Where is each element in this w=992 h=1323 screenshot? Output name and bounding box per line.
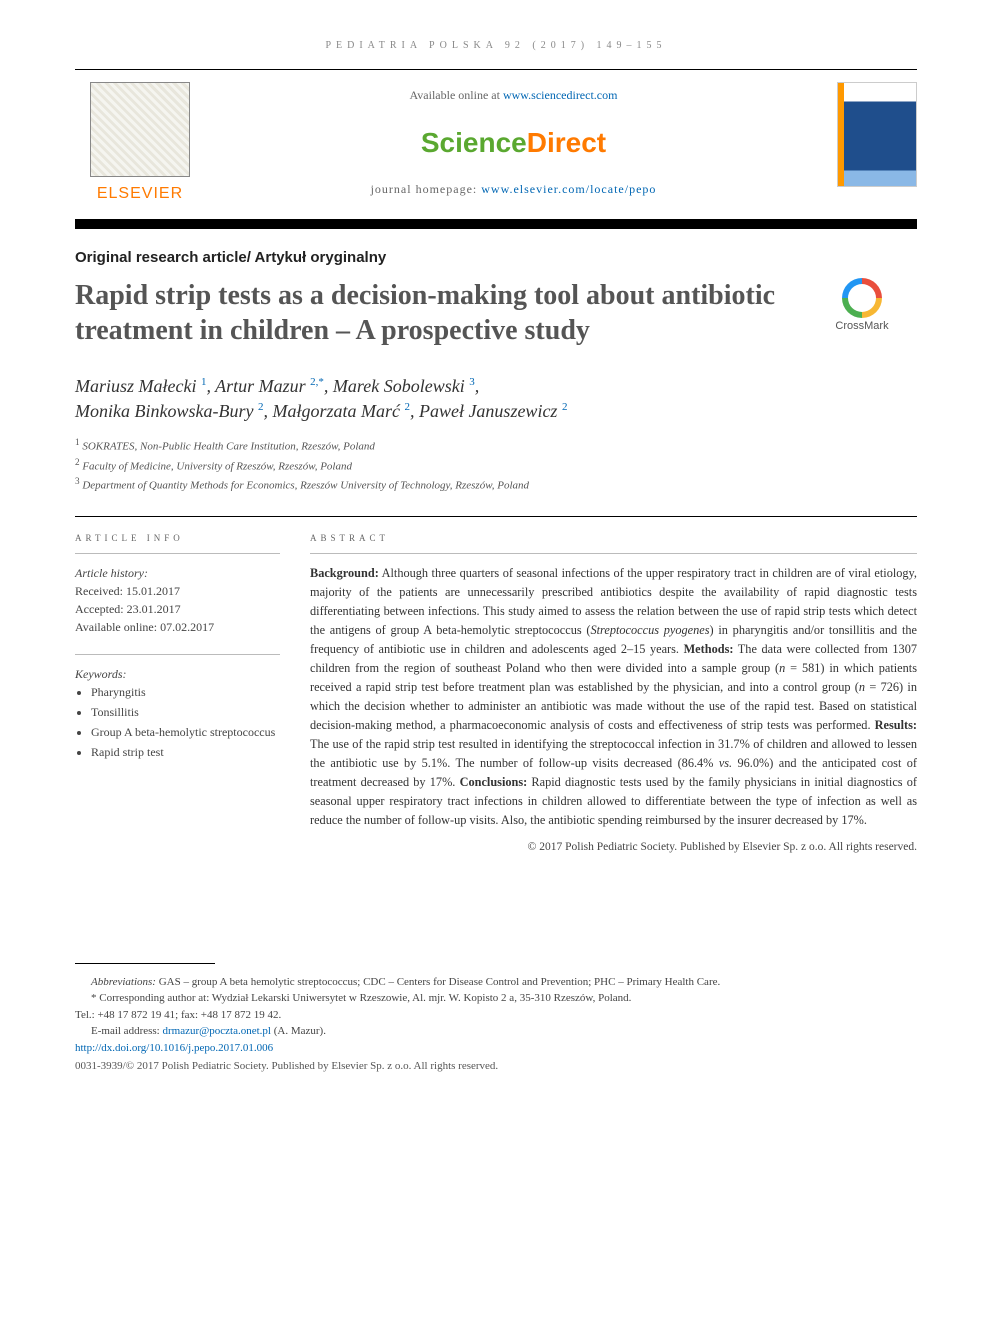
sciencedirect-logo[interactable]: ScienceDirect xyxy=(421,127,606,159)
keywords-label: Keywords: xyxy=(75,665,280,683)
email-label: E-mail address: xyxy=(91,1025,162,1037)
journal-cover-block xyxy=(822,82,917,203)
keywords-block: Keywords: Pharyngitis Tonsillitis Group A … xyxy=(75,654,280,777)
email-link[interactable]: drmazur@poczta.onet.pl xyxy=(162,1025,270,1037)
article-title: Rapid strip tests as a decision-making t… xyxy=(75,278,783,348)
abstract-copyright: © 2017 Polish Pediatric Society. Publish… xyxy=(310,841,917,853)
keywords-list: Pharyngitis Tonsillitis Group A beta-hemol… xyxy=(75,683,280,761)
sciencedirect-link[interactable]: www.sciencedirect.com xyxy=(503,88,618,102)
abbreviations-line: Abbreviations: GAS – group A beta hemoly… xyxy=(75,974,917,991)
history-label: Article history: xyxy=(75,564,280,582)
masthead: ELSEVIER Available online at www.science… xyxy=(75,72,917,229)
abstract-heading: ABSTRACT xyxy=(310,533,917,543)
footnotes: Abbreviations: GAS – group A beta hemoly… xyxy=(75,974,917,1075)
keyword-item: Tonsillitis xyxy=(91,703,280,721)
abstract-column: ABSTRACT Background: Although three quar… xyxy=(310,533,917,853)
keyword-item: Pharyngitis xyxy=(91,683,280,701)
article-type: Original research article/ Artykuł orygi… xyxy=(75,249,917,266)
available-online-line: Available online at www.sciencedirect.co… xyxy=(410,88,618,103)
available-prefix: Available online at xyxy=(410,88,503,102)
sd-logo-right: Direct xyxy=(527,127,606,158)
affiliation-line: 1 SOKRATES, Non-Public Health Care Insti… xyxy=(75,436,917,455)
journal-homepage-link[interactable]: www.elsevier.com/locate/pepo xyxy=(481,182,656,196)
email-line: E-mail address: drmazur@poczta.onet.pl (… xyxy=(75,1023,917,1040)
affiliation-line: 2 Faculty of Medicine, University of Rze… xyxy=(75,456,917,475)
abstract-body: Background: Although three quarters of s… xyxy=(310,553,917,831)
publisher-logo-block: ELSEVIER xyxy=(75,82,205,203)
elsevier-wordmark: ELSEVIER xyxy=(97,185,183,203)
masthead-center: Available online at www.sciencedirect.co… xyxy=(205,82,822,203)
journal-home-prefix: journal homepage: xyxy=(371,182,482,196)
affiliations: 1 SOKRATES, Non-Public Health Care Insti… xyxy=(75,436,917,493)
elsevier-tree-icon xyxy=(90,82,190,177)
online-date: Available online: 07.02.2017 xyxy=(75,618,280,636)
tel-fax-line: Tel.: +48 17 872 19 41; fax: +48 17 872 … xyxy=(75,1007,917,1024)
keyword-item: Rapid strip test xyxy=(91,743,280,761)
article-info-column: ARTICLE INFO Article history: Received: … xyxy=(75,533,280,853)
crossmark-icon xyxy=(842,278,882,318)
issn-line: 0031-3939/© 2017 Polish Pediatric Societ… xyxy=(75,1058,917,1075)
journal-homepage-line: journal homepage: www.elsevier.com/locat… xyxy=(371,182,657,197)
corresponding-author-line: * Corresponding author at: Wydział Lekar… xyxy=(75,990,917,1007)
email-suffix: (A. Mazur). xyxy=(271,1025,326,1037)
received-date: Received: 15.01.2017 xyxy=(75,582,280,600)
abbrev-text: GAS – group A beta hemolytic streptococc… xyxy=(156,976,720,988)
crossmark-badge[interactable]: CrossMark xyxy=(807,278,917,332)
abbrev-label: Abbreviations: xyxy=(91,976,156,988)
sd-logo-left: Science xyxy=(421,127,527,158)
article-history-block: Article history: Received: 15.01.2017 Ac… xyxy=(75,553,280,650)
article-info-heading: ARTICLE INFO xyxy=(75,533,280,543)
top-rule xyxy=(75,69,917,70)
keyword-item: Group A beta-hemolytic streptococcus xyxy=(91,723,280,741)
doi-link[interactable]: http://dx.doi.org/10.1016/j.pepo.2017.01… xyxy=(75,1042,273,1054)
footnote-rule xyxy=(75,963,215,964)
authors-line: Mariusz Małecki 1, Artur Mazur 2,*, Mare… xyxy=(75,374,917,424)
corr-text: : Wydział Lekarski Uniwersytet w Rzeszow… xyxy=(206,992,631,1004)
corr-label: * Corresponding author at xyxy=(91,992,206,1004)
affiliation-line: 3 Department of Quantity Methods for Eco… xyxy=(75,475,917,494)
accepted-date: Accepted: 23.01.2017 xyxy=(75,600,280,618)
journal-cover-icon xyxy=(837,82,917,187)
mid-rule xyxy=(75,516,917,517)
crossmark-label: CrossMark xyxy=(835,320,888,332)
running-head: PEDIATRIA POLSKA 92 (2017) 149–155 xyxy=(75,40,917,51)
